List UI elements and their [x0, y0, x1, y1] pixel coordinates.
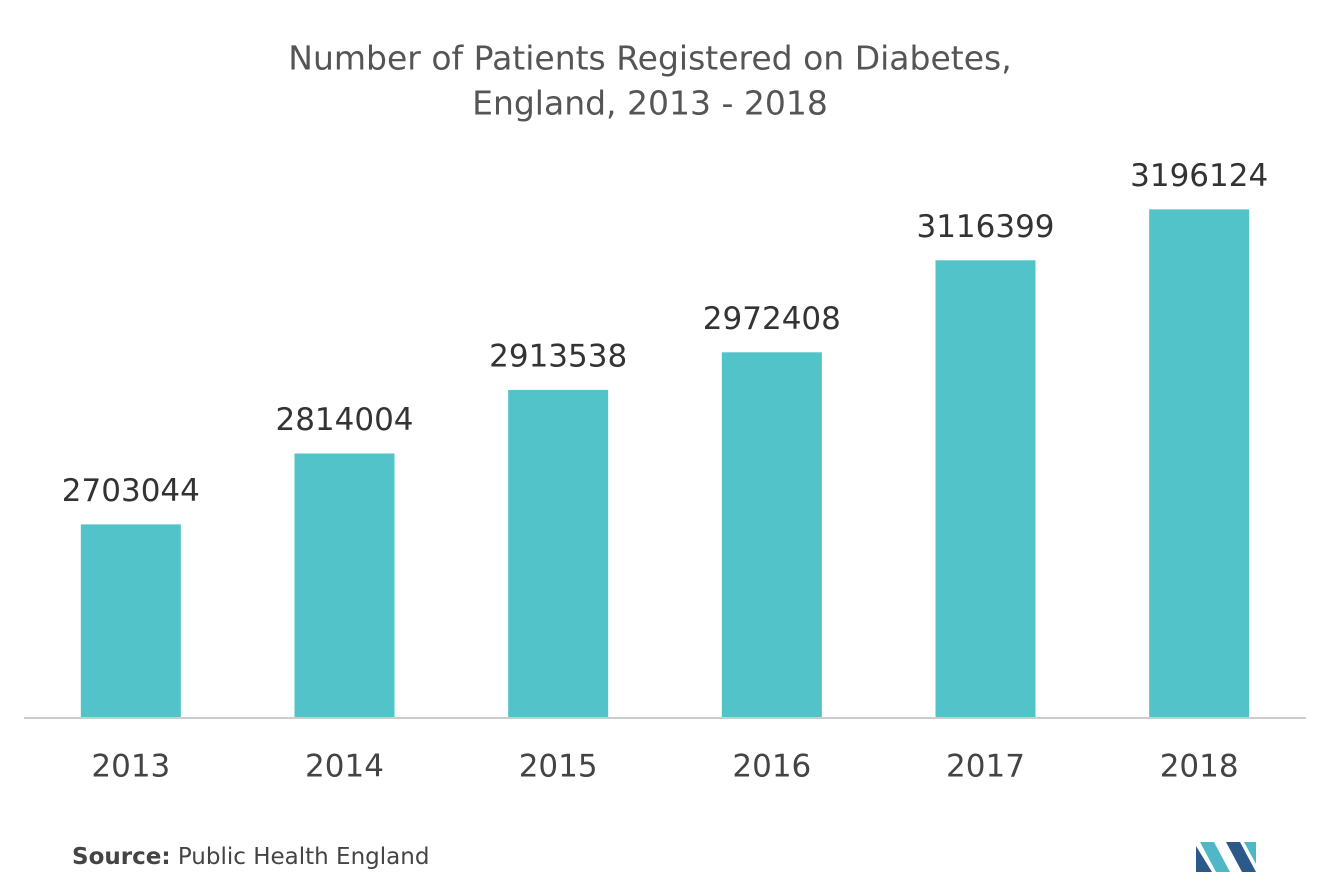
chart-title: Number of Patients Registered on Diabete…: [288, 39, 1011, 78]
bar: [80, 524, 181, 718]
chart-title: England, 2013 - 2018: [472, 84, 828, 123]
source-label: Source:: [72, 844, 171, 870]
bar: [935, 260, 1036, 718]
bar: [294, 453, 395, 718]
x-tick-label: 2018: [1160, 749, 1239, 785]
logo: [1196, 842, 1256, 872]
x-tick-label: 2013: [91, 749, 170, 785]
source-text: Public Health England: [178, 844, 430, 870]
data-label: 3196124: [1130, 158, 1268, 194]
bar: [721, 352, 822, 718]
data-label: 2814004: [275, 402, 413, 438]
data-label: 2972408: [703, 301, 841, 337]
x-tick-label: 2017: [946, 749, 1025, 785]
bar: [1149, 209, 1250, 718]
bar: [508, 389, 609, 718]
x-tick-label: 2015: [519, 749, 598, 785]
data-label: 3116399: [916, 209, 1054, 245]
x-tick-label: 2014: [305, 749, 384, 785]
data-label: 2703044: [62, 473, 200, 509]
x-tick-label: 2016: [732, 749, 811, 785]
data-label: 2913538: [489, 338, 627, 374]
source: Source: Public Health England: [72, 844, 429, 870]
